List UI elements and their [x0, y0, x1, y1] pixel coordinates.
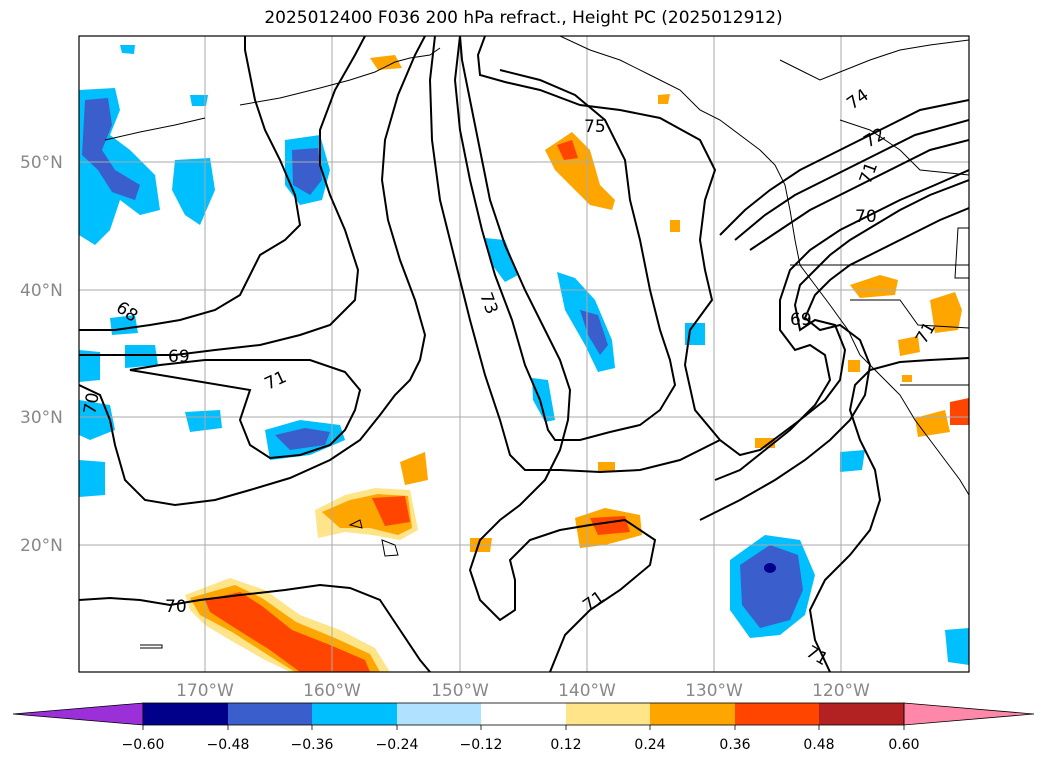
lon-label: 120°W	[812, 681, 870, 701]
latitude-labels: 50°N 40°N 30°N 20°N	[20, 153, 63, 556]
colorbar-max-extend	[903, 702, 1035, 726]
colorbar-segment	[481, 703, 566, 725]
colorbar-segment	[819, 703, 904, 725]
colorbar-segment	[650, 703, 735, 725]
colorbar-tick-label: 0.12	[550, 737, 581, 753]
lat-label: 30°N	[20, 408, 63, 428]
longitude-labels: 170°W 160°W 150°W 140°W 130°W 120°W	[176, 681, 870, 701]
colorbar: −0.60 −0.48 −0.36 −0.24 −0.12 0.12 0.24 …	[12, 702, 1035, 753]
colorbar-segment	[566, 703, 650, 725]
colorbar-tick-label: −0.24	[376, 737, 419, 753]
height-contours	[79, 36, 969, 672]
colorbar-tick-label: 0.60	[888, 737, 919, 753]
colorbar-segment	[735, 703, 819, 725]
lat-label: 20°N	[20, 536, 63, 556]
colorbar-segment	[397, 703, 481, 725]
colorbar-tick-label: −0.48	[207, 737, 250, 753]
lat-label: 40°N	[20, 281, 63, 301]
lat-label: 50°N	[20, 153, 63, 173]
colorbar-segment	[143, 703, 228, 725]
colorbar-tick-label: 0.24	[634, 737, 665, 753]
lon-label: 130°W	[685, 681, 743, 701]
negative-anomaly-regions	[79, 45, 969, 665]
colorbar-tick-label: −0.36	[291, 737, 334, 753]
contour-label: 70	[80, 391, 103, 416]
colorbar-segment	[312, 703, 397, 725]
colorbar-tick-label: −0.12	[460, 737, 503, 753]
lon-label: 150°W	[431, 681, 489, 701]
contour-label: 70	[165, 597, 187, 617]
contour-label: 70	[855, 207, 877, 227]
colorbar-min-extend	[12, 702, 144, 726]
colorbar-tick-label: 0.36	[719, 737, 750, 753]
lon-label: 160°W	[303, 681, 361, 701]
lon-label: 140°W	[558, 681, 616, 701]
colorbar-tick-label: −0.60	[122, 737, 165, 753]
colorbar-segment	[228, 703, 312, 725]
map-area	[79, 36, 969, 672]
lon-label: 170°W	[176, 681, 234, 701]
map-border	[78, 35, 970, 673]
contour-label: 69	[790, 310, 812, 330]
chart-title: 2025012400 F036 200 hPa refract., Height…	[264, 8, 783, 28]
coastlines	[104, 36, 969, 649]
contour-label: 69	[168, 347, 190, 367]
colorbar-tick-label: 0.48	[803, 737, 834, 753]
contour-label: 75	[584, 117, 606, 137]
